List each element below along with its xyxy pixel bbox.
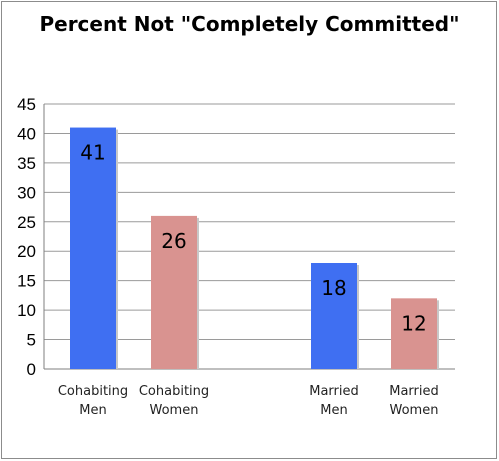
data-label: 41 bbox=[80, 141, 105, 165]
chart-title: Percent Not "Completely Committed" bbox=[39, 12, 460, 36]
y-tick-label: 15 bbox=[17, 272, 36, 291]
y-tick-label: 45 bbox=[17, 95, 36, 114]
bar bbox=[311, 263, 357, 369]
bar-group: 26 Cohabiting Women bbox=[139, 215, 209, 418]
x-tick-label: Cohabiting Women bbox=[139, 384, 209, 418]
data-label: 26 bbox=[161, 229, 186, 253]
bar bbox=[70, 127, 116, 369]
data-label: 12 bbox=[401, 311, 426, 335]
bar-group: 18 Married Men bbox=[309, 263, 359, 418]
bar-group: 12 Married Women bbox=[389, 298, 439, 418]
y-tick-label: 30 bbox=[17, 183, 36, 202]
bar bbox=[151, 215, 197, 369]
bar bbox=[391, 298, 437, 369]
y-tick-label: 35 bbox=[17, 154, 36, 173]
y-tick-label: 20 bbox=[17, 242, 36, 261]
y-tick-label: 5 bbox=[27, 331, 36, 350]
x-tick-label: Cohabiting Men bbox=[58, 384, 128, 418]
x-tick-label: Married Women bbox=[389, 384, 439, 418]
data-label: 18 bbox=[321, 276, 346, 300]
y-tick-label: 25 bbox=[17, 213, 36, 232]
x-tick-label: Married Men bbox=[309, 384, 359, 418]
y-tick-label: 0 bbox=[27, 360, 36, 379]
y-tick-label: 40 bbox=[17, 124, 36, 143]
bar-group: 41 Cohabiting Men bbox=[58, 127, 128, 418]
y-tick-label: 10 bbox=[17, 301, 36, 320]
